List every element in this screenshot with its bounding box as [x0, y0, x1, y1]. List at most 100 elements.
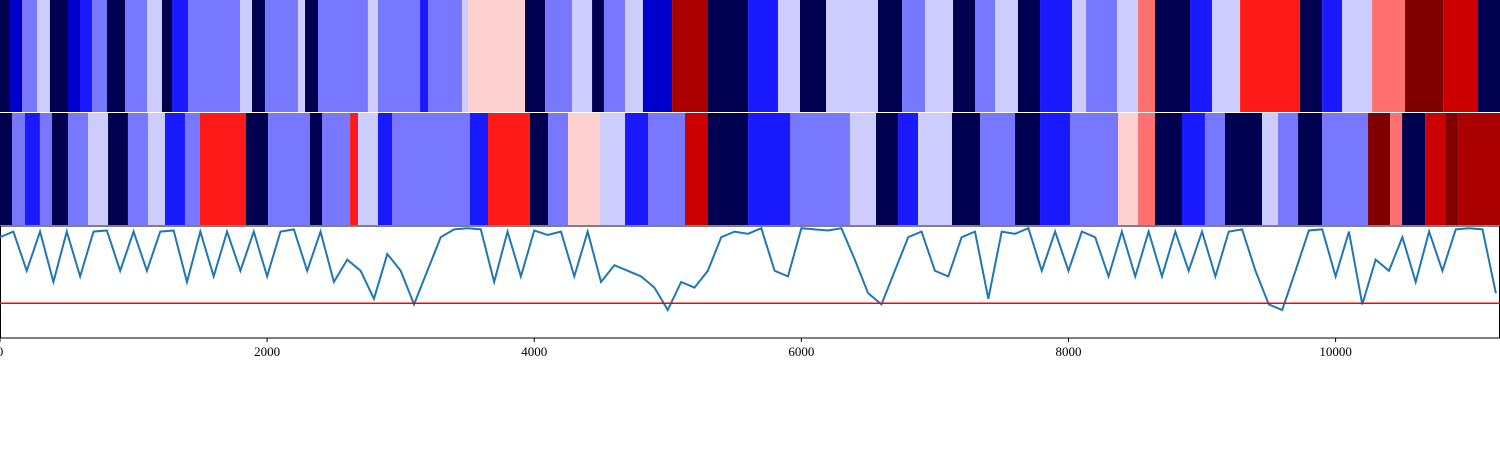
segment [625, 113, 649, 225]
x-tick-label: 10000 [1319, 344, 1352, 359]
segment [1015, 113, 1041, 225]
segment [162, 0, 173, 112]
segment [1322, 0, 1342, 112]
segment [1155, 113, 1182, 225]
segment [1204, 113, 1226, 225]
segment [39, 113, 52, 225]
segment [67, 113, 89, 225]
segment [428, 0, 462, 112]
segment [1298, 113, 1323, 225]
segment [826, 0, 879, 112]
segment [467, 0, 526, 112]
segment [1040, 113, 1071, 225]
segment [12, 113, 25, 225]
segment [748, 113, 791, 225]
segment [0, 113, 13, 225]
segment [1070, 113, 1119, 225]
segment [147, 0, 163, 112]
segment [918, 113, 953, 225]
segment [925, 0, 954, 112]
segment [80, 0, 93, 112]
segment [49, 0, 68, 112]
x-tick-label: 4000 [521, 344, 547, 359]
segment [1118, 113, 1139, 225]
segment [367, 0, 378, 112]
segment [1278, 113, 1299, 225]
segment [1181, 113, 1205, 225]
segment [1017, 0, 1041, 112]
segment [902, 0, 926, 112]
segment [777, 0, 801, 112]
segment [568, 113, 600, 225]
segment [995, 0, 1018, 112]
segment [572, 0, 593, 112]
segment [106, 0, 126, 112]
segment [1155, 0, 1191, 112]
segment [469, 113, 489, 225]
x-tick-label: 8000 [1055, 344, 1081, 359]
segment [1072, 0, 1087, 112]
segment [685, 113, 708, 225]
segment [127, 113, 148, 225]
segment [1405, 0, 1444, 112]
segment [377, 0, 421, 112]
segment [1212, 0, 1241, 112]
segment [147, 113, 165, 225]
segment [252, 0, 265, 112]
segment [953, 0, 975, 112]
segment [625, 0, 643, 112]
segment [246, 113, 269, 225]
segment [10, 0, 23, 112]
segment [952, 113, 981, 225]
segment [974, 0, 996, 112]
segment [199, 113, 247, 225]
segment [184, 113, 200, 225]
segment [603, 0, 626, 112]
x-tick-label: 2000 [254, 344, 280, 359]
segment [125, 0, 148, 112]
segment [22, 0, 37, 112]
segment [1341, 0, 1373, 112]
segment [525, 0, 546, 112]
segment [377, 113, 392, 225]
segment [172, 0, 189, 112]
segment [878, 0, 903, 112]
segment [1240, 0, 1301, 112]
segment [642, 0, 673, 112]
segment [1040, 0, 1073, 112]
segment [545, 0, 573, 112]
segment [1138, 113, 1156, 225]
segment [1261, 113, 1279, 225]
segment [529, 113, 548, 225]
segment [876, 113, 899, 225]
segment [1368, 113, 1391, 225]
segment [707, 113, 749, 225]
segment [849, 113, 877, 225]
segment [461, 0, 468, 112]
segment [800, 0, 827, 112]
segment [1390, 113, 1403, 225]
data-line [0, 226, 1497, 313]
segment [318, 0, 368, 112]
segment [1322, 113, 1369, 225]
segment [1190, 0, 1213, 112]
segment [322, 113, 351, 225]
segment [88, 113, 109, 225]
segment [1425, 113, 1446, 225]
plot-frame [0, 225, 1500, 339]
segment [92, 0, 107, 112]
segment [264, 0, 298, 112]
segment [240, 0, 253, 112]
segment [305, 0, 319, 112]
segment [707, 0, 749, 112]
segment [1458, 113, 1500, 225]
segment [748, 0, 778, 112]
segment [1225, 113, 1262, 225]
segment [51, 113, 68, 225]
segment [1138, 0, 1156, 112]
segment [1402, 113, 1426, 225]
segment [1372, 0, 1406, 112]
segment [350, 113, 359, 225]
